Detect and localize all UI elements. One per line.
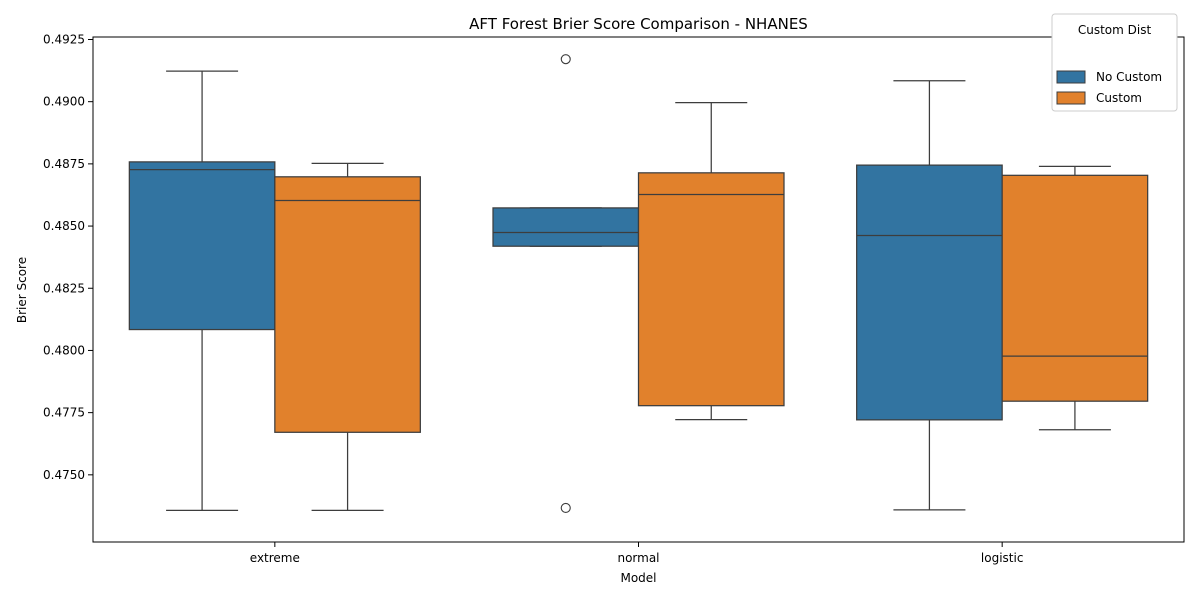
y-axis-label: Brier Score	[15, 257, 29, 323]
box-no-custom-normal	[492, 54, 640, 513]
legend-frame	[1051, 13, 1178, 112]
x-tick-label: normal	[617, 551, 659, 565]
x-tick-label: extreme	[250, 551, 300, 565]
legend-swatch-custom	[1056, 91, 1086, 105]
box-custom-logistic	[1001, 165, 1149, 431]
x-tick-label: logistic	[981, 551, 1024, 565]
iqr-box	[1001, 174, 1149, 402]
y-tick-label: 0.4900	[43, 95, 85, 109]
iqr-box	[274, 176, 421, 433]
legend-label-no-custom: No Custom	[1096, 70, 1162, 84]
box-no-custom-logistic	[856, 80, 1003, 511]
box-custom-extreme	[274, 162, 421, 512]
iqr-box	[128, 161, 276, 331]
legend-title: Custom Dist	[1078, 23, 1152, 37]
y-tick-label: 0.4875	[43, 157, 85, 171]
outlier-point	[560, 54, 571, 65]
iqr-box	[637, 172, 785, 407]
box-no-custom-extreme	[128, 70, 276, 512]
boxes	[128, 54, 1149, 513]
x-axis-label: Model	[620, 571, 656, 585]
legend-swatch-no-custom	[1056, 70, 1086, 84]
box-custom-normal	[637, 102, 785, 421]
y-tick-label: 0.4800	[43, 343, 85, 357]
chart-title: AFT Forest Brier Score Comparison - NHAN…	[469, 15, 808, 33]
iqr-box	[856, 164, 1003, 421]
outlier-point	[560, 502, 571, 513]
y-tick-label: 0.4775	[43, 406, 85, 420]
y-tick-label: 0.4850	[43, 219, 85, 233]
legend-label-custom: Custom	[1096, 91, 1142, 105]
iqr-box	[492, 207, 640, 247]
y-tick-label: 0.4825	[43, 281, 85, 295]
y-tick-label: 0.4750	[43, 468, 85, 482]
y-tick-label: 0.4925	[43, 32, 85, 46]
legend: Custom Dist No Custom Custom	[1051, 13, 1178, 112]
axes: 0.4750 0.4775 0.4800 0.4825 0.4850 0.4875 0.49…	[43, 32, 1185, 565]
